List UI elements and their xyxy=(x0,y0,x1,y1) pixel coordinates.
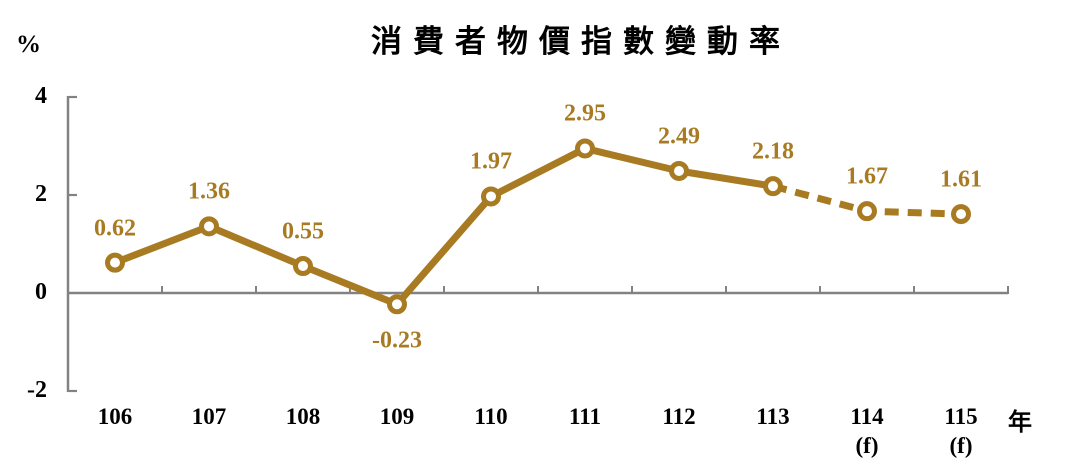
data-label-112: 2.49 xyxy=(658,123,700,150)
x-category-label-107: 107 xyxy=(192,403,227,432)
x-category-forecast-suffix: (f) xyxy=(949,432,973,458)
x-category-year: 110 xyxy=(474,404,508,429)
x-category-label-106: 106 xyxy=(98,403,133,432)
data-label-115: 1.61 xyxy=(940,166,982,193)
data-label-113: 2.18 xyxy=(752,138,794,165)
x-category-label-113: 113 xyxy=(756,403,789,432)
x-category-label-108: 108 xyxy=(286,403,321,432)
marker-point-111 xyxy=(575,138,595,159)
x-category-year: 106 xyxy=(97,404,133,429)
x-category-year: 115 xyxy=(944,404,978,429)
data-label-106: 0.62 xyxy=(94,215,136,242)
x-category-label-109: 109 xyxy=(380,403,415,432)
marker-point-112 xyxy=(669,160,689,181)
x-category-year: 109 xyxy=(379,404,415,429)
marker-point-106 xyxy=(105,252,125,273)
series-line-solid xyxy=(113,144,774,308)
marker-point-107 xyxy=(199,216,219,237)
x-category-year: 112 xyxy=(662,404,696,429)
y-tick-label--2: -2 xyxy=(27,377,47,404)
x-category-year: 114 xyxy=(850,404,884,429)
marker-point-114 xyxy=(857,201,877,222)
data-label-111: 2.95 xyxy=(564,100,606,127)
y-tick-label-0: 0 xyxy=(35,279,47,306)
x-category-year: 108 xyxy=(285,404,321,429)
data-label-110: 1.97 xyxy=(470,148,512,175)
marker-point-109 xyxy=(387,294,407,315)
x-category-label-110: 110 xyxy=(474,403,507,432)
y-tick-label-4: 4 xyxy=(35,83,47,110)
x-category-label-115: 115 (f) xyxy=(944,403,977,461)
x-category-year: 113 xyxy=(756,404,790,429)
x-category-label-114: 114 (f) xyxy=(850,403,883,461)
data-label-109: -0.23 xyxy=(372,327,422,354)
data-label-107: 1.36 xyxy=(188,178,230,205)
data-label-114: 1.67 xyxy=(846,163,888,190)
x-axis-unit-label: 年 xyxy=(1008,410,1032,436)
y-axis-unit-label: % xyxy=(16,31,41,58)
x-category-label-112: 112 xyxy=(662,403,695,432)
y-tick-label-2: 2 xyxy=(35,181,47,208)
marker-point-108 xyxy=(293,256,313,277)
x-category-label-111: 111 xyxy=(569,403,601,432)
data-label-108: 0.55 xyxy=(282,218,324,245)
x-category-forecast-suffix: (f) xyxy=(855,432,879,458)
marker-point-110 xyxy=(481,186,501,207)
chart-title: 消費者物價指數變動率 xyxy=(371,24,791,59)
marker-point-115 xyxy=(951,204,971,225)
marker-point-113 xyxy=(763,176,783,197)
x-category-year: 107 xyxy=(191,404,227,429)
x-category-year: 111 xyxy=(569,404,601,429)
